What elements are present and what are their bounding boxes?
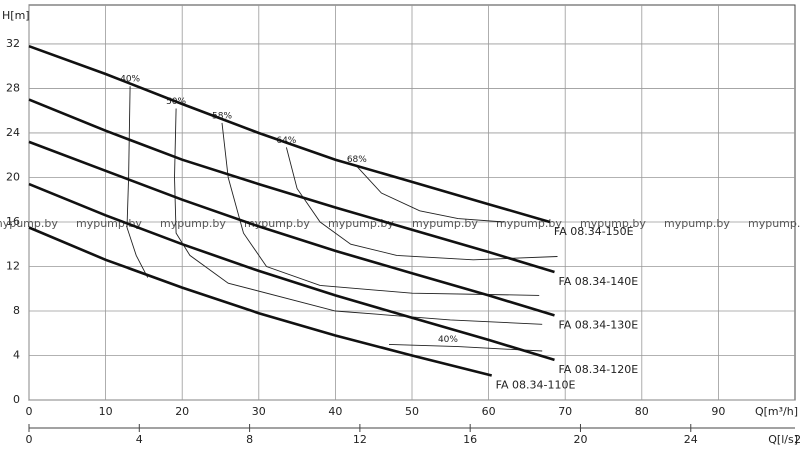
watermark: mypump.by — [160, 217, 226, 230]
efficiency-line — [356, 165, 504, 223]
pump-curve — [28, 98, 555, 274]
watermark: mypump.by — [0, 217, 58, 230]
x-tick-label: 90 — [711, 405, 725, 418]
y-tick-label: 32 — [6, 37, 20, 50]
watermark: mypump.by — [76, 217, 142, 230]
watermark: mypump.by — [664, 217, 730, 230]
x-tick-label: 80 — [635, 405, 649, 418]
x2-tick-label: 28 — [794, 433, 800, 446]
x-axis-label: Q[m³/h] — [755, 405, 798, 418]
x-tick-label: 30 — [252, 405, 266, 418]
x-tick-label: 50 — [405, 405, 419, 418]
efficiency-line — [126, 86, 149, 278]
efficiency-line — [221, 122, 540, 296]
x2-tick-label: 0 — [26, 433, 33, 446]
efficiency-label: 64% — [276, 136, 296, 146]
watermark: mypump.by — [496, 217, 562, 230]
pump-curve — [28, 226, 493, 377]
curve-label: FA 08.34-110E — [496, 379, 576, 392]
curve-label: FA 08.34-150E — [554, 225, 634, 238]
efficiency-line — [174, 108, 543, 325]
pump-curve — [28, 140, 555, 317]
x-tick-label: 60 — [482, 405, 496, 418]
x2-tick-label: 16 — [463, 433, 477, 446]
curve-label: FA 08.34-140E — [558, 275, 638, 288]
y-tick-label: 20 — [6, 170, 20, 183]
y-tick-label: 0 — [13, 393, 20, 406]
y-tick-label: 4 — [13, 348, 20, 361]
efficiency-label: 40% — [438, 335, 458, 345]
efficiency-label: 68% — [347, 155, 367, 165]
pump-curve — [28, 44, 551, 224]
x2-tick-label: 8 — [246, 433, 253, 446]
efficiency-line — [285, 147, 558, 261]
x2-tick-label: 20 — [573, 433, 587, 446]
watermark: mypump.by — [748, 217, 800, 230]
watermark: mypump.by — [328, 217, 394, 230]
x-tick-label: 40 — [328, 405, 342, 418]
watermark: mypump.by — [580, 217, 646, 230]
x2-tick-label: 12 — [353, 433, 367, 446]
curve-label: FA 08.34-130E — [558, 318, 638, 331]
x2-tick-label: 24 — [684, 433, 698, 446]
x2-axis-label: Q[l/s] — [768, 433, 798, 446]
efficiency-line — [388, 343, 543, 352]
efficiency-label: 40% — [120, 75, 140, 85]
y-tick-label: 24 — [6, 126, 20, 139]
x-tick-label: 10 — [99, 405, 113, 418]
curve-label: FA 08.34-120E — [558, 363, 638, 376]
x2-tick-label: 4 — [136, 433, 143, 446]
x-tick-label: 0 — [26, 405, 33, 418]
x-tick-label: 70 — [558, 405, 572, 418]
watermark: mypump.by — [412, 217, 478, 230]
pump-curve — [28, 182, 555, 362]
y-axis-label: H[m] — [2, 9, 30, 22]
y-tick-label: 12 — [6, 259, 20, 272]
x-tick-label: 20 — [175, 405, 189, 418]
y-tick-label: 28 — [6, 81, 20, 94]
efficiency-label: 58% — [212, 111, 232, 121]
y-tick-label: 16 — [6, 215, 20, 228]
y-tick-label: 8 — [13, 304, 20, 317]
